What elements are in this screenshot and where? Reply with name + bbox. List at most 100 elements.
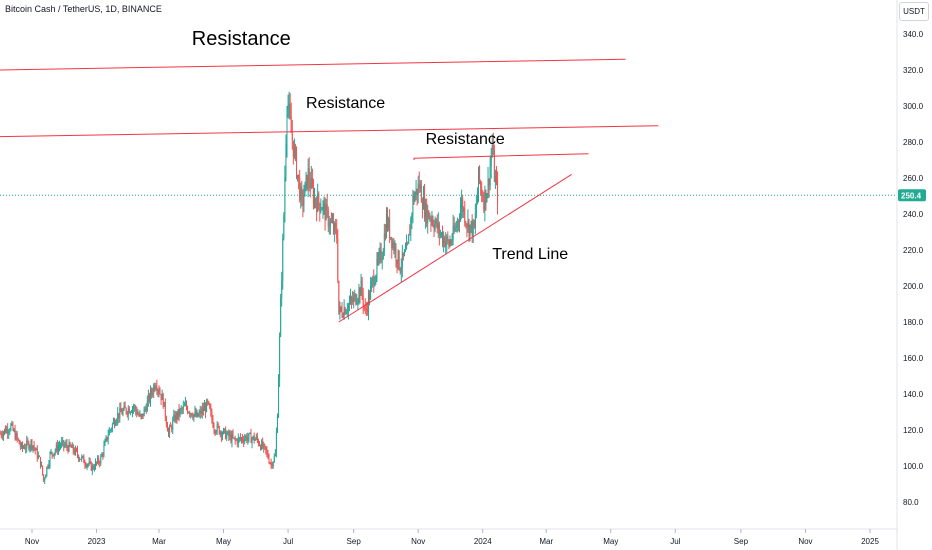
candle-body bbox=[281, 281, 283, 298]
candle-body bbox=[53, 452, 55, 456]
candle-body bbox=[82, 456, 84, 458]
candle-body bbox=[264, 444, 266, 447]
x-tick-label: Mar bbox=[539, 537, 553, 546]
candle-body bbox=[355, 294, 357, 304]
candle-body bbox=[228, 431, 230, 437]
candle-body bbox=[139, 414, 141, 416]
candle-body bbox=[288, 103, 290, 107]
candle-body bbox=[100, 456, 102, 464]
candle-body bbox=[198, 413, 200, 417]
candle-body bbox=[429, 218, 431, 220]
candle-body bbox=[185, 403, 187, 408]
candle-body bbox=[451, 239, 453, 243]
resistance-3 bbox=[413, 153, 589, 160]
candle-body bbox=[270, 463, 272, 465]
candle-body bbox=[132, 408, 134, 412]
candle-body bbox=[148, 394, 150, 401]
candle-body bbox=[307, 168, 309, 189]
annotation-labels: Resistance Resistance Resistance Trend Line bbox=[192, 28, 568, 263]
candle-body bbox=[454, 228, 456, 231]
candle-body bbox=[286, 109, 288, 145]
candle-body bbox=[66, 443, 68, 448]
candle-body bbox=[36, 448, 38, 459]
candle-body bbox=[465, 222, 467, 225]
annotation-lines bbox=[0, 58, 659, 323]
candle-body bbox=[129, 412, 131, 414]
y-tick-label: 160.0 bbox=[903, 354, 924, 363]
candle-body bbox=[236, 439, 238, 444]
candle-body bbox=[140, 414, 142, 417]
candle-body bbox=[256, 436, 258, 440]
candle-body bbox=[381, 259, 383, 261]
candle-body bbox=[337, 238, 339, 281]
candle-body bbox=[70, 445, 72, 448]
candle-body bbox=[444, 237, 446, 247]
candle-body bbox=[106, 436, 108, 440]
candle-body bbox=[422, 195, 424, 209]
candle-body bbox=[182, 405, 184, 410]
candle-body bbox=[359, 288, 361, 296]
trend-line-label: Trend Line bbox=[492, 246, 568, 263]
candle-body bbox=[165, 417, 167, 425]
x-tick-label: Jul bbox=[283, 537, 293, 546]
candle-body bbox=[293, 146, 295, 157]
candle-body bbox=[485, 189, 487, 202]
candle-body bbox=[25, 448, 27, 450]
candle-body bbox=[18, 440, 20, 445]
candle-body bbox=[345, 311, 347, 314]
candle-body bbox=[232, 434, 234, 438]
candle-body bbox=[210, 408, 212, 412]
candle-body bbox=[406, 243, 408, 250]
candle-body bbox=[416, 188, 418, 196]
candle-body bbox=[5, 429, 7, 433]
candle-body bbox=[154, 385, 156, 390]
candle-body bbox=[322, 203, 324, 210]
candle-body bbox=[421, 202, 423, 209]
candle-body bbox=[326, 204, 328, 210]
candle-body bbox=[42, 465, 44, 475]
candle-body bbox=[275, 432, 277, 454]
candle-body bbox=[195, 411, 197, 417]
candle-body bbox=[357, 299, 359, 303]
y-tick-label: 280.0 bbox=[903, 138, 924, 147]
candle-body bbox=[111, 423, 113, 429]
candle-body bbox=[370, 285, 372, 300]
candle-body bbox=[128, 408, 130, 414]
candle-body bbox=[290, 116, 292, 133]
candle-body bbox=[394, 246, 396, 252]
candle-body bbox=[221, 433, 223, 437]
currency-button[interactable]: USDT bbox=[899, 2, 929, 21]
candle-body bbox=[445, 242, 447, 247]
candle-body bbox=[211, 411, 213, 420]
candle-body bbox=[483, 199, 485, 211]
candle-body bbox=[311, 177, 313, 186]
candle-body bbox=[260, 445, 262, 450]
candle-body bbox=[190, 413, 192, 415]
y-tick-label: 80.0 bbox=[903, 498, 919, 507]
candle-body bbox=[419, 185, 421, 189]
candle-body bbox=[2, 432, 4, 437]
candle-body bbox=[194, 411, 196, 415]
candle-body bbox=[453, 225, 455, 231]
candle-body bbox=[365, 308, 367, 310]
x-tick-label: Nov bbox=[411, 537, 425, 546]
candle-body bbox=[336, 228, 338, 239]
candle-body bbox=[163, 401, 165, 407]
time-axis[interactable]: Nov 2023 Mar May Jul Sep Nov 2024 Mar May Jul Sep No… bbox=[25, 529, 880, 546]
candle-body bbox=[234, 437, 236, 441]
candle-body bbox=[105, 436, 107, 441]
y-tick-label: 120.0 bbox=[903, 426, 924, 435]
last-price-label: 250.4 bbox=[901, 191, 922, 200]
candle-body bbox=[121, 412, 123, 415]
candle-body bbox=[103, 445, 105, 455]
candle-body bbox=[430, 218, 432, 222]
candle-body bbox=[373, 277, 375, 286]
candle-body bbox=[63, 440, 65, 447]
candle-body bbox=[102, 454, 104, 456]
candle-body bbox=[17, 438, 19, 441]
candle-body bbox=[310, 177, 312, 189]
candle-body bbox=[220, 431, 222, 437]
candle-body bbox=[27, 440, 29, 443]
price-axis[interactable]: 80.0 100.0 120.0 140.0 160.0 180.0 200.0 220.0 2… bbox=[903, 30, 924, 507]
